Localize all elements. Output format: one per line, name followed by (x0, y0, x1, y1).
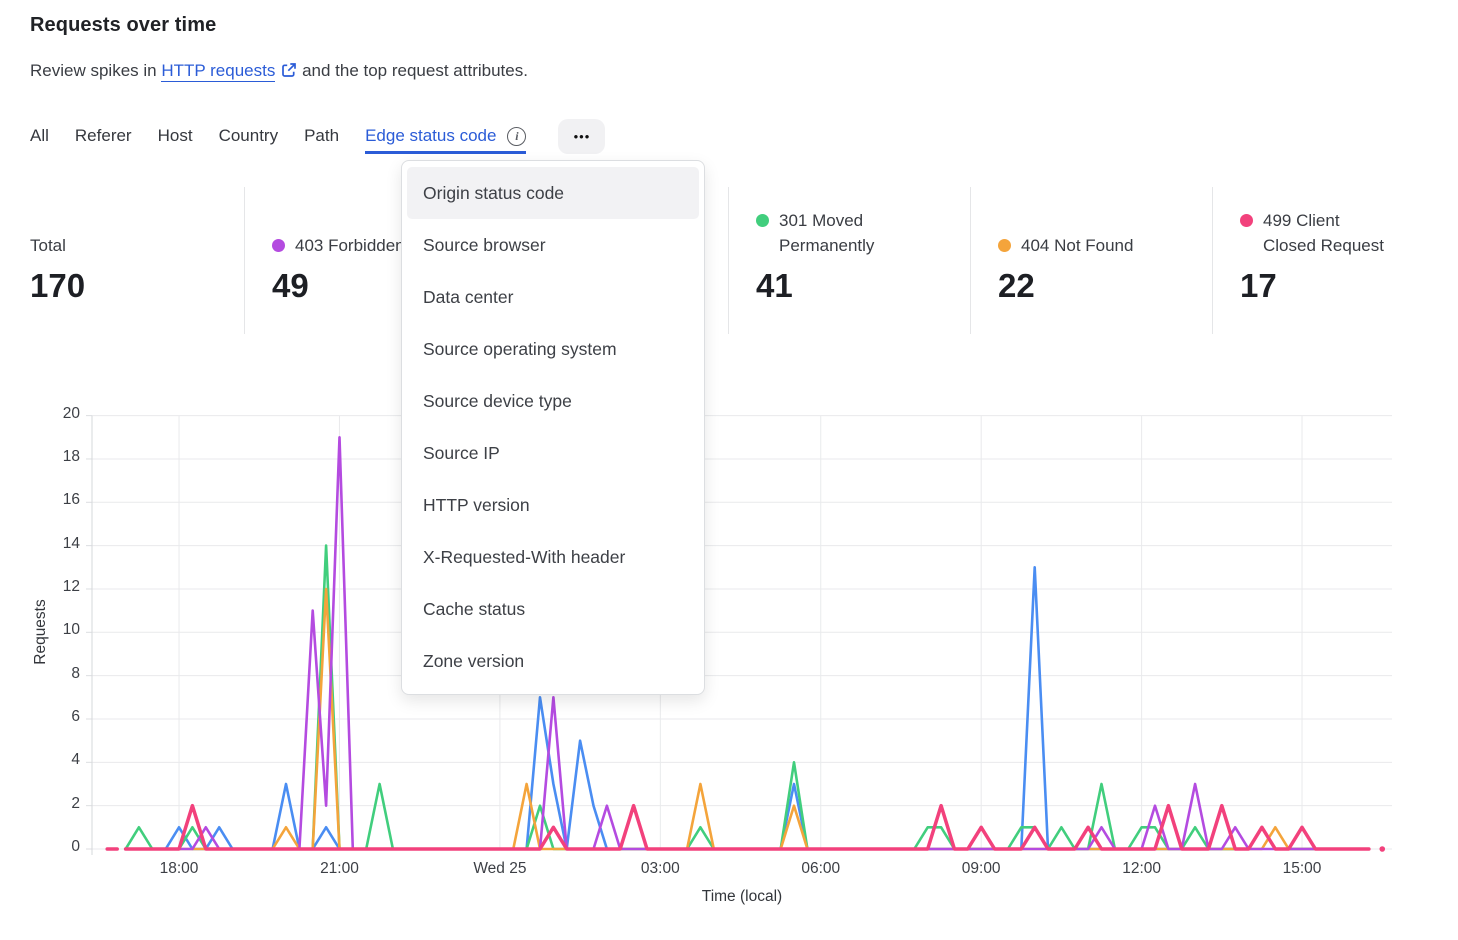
menu-item-zone-version[interactable]: Zone version (423, 650, 525, 671)
y-tick-label: 2 (71, 794, 80, 812)
menu-item-source-operating-system[interactable]: Source operating system (423, 338, 617, 359)
stat-499-client-closed-request[interactable]: 499 Client Closed Request 17 (1240, 195, 1388, 308)
tab-host[interactable]: Host (157, 126, 193, 145)
x-tick-label: 03:00 (640, 860, 680, 877)
y-tick-label: 18 (62, 447, 80, 465)
menu-item-source-device-type[interactable]: Source device type (423, 390, 572, 411)
menu-item-origin-status-code[interactable]: Origin status code (407, 167, 699, 219)
y-tick-label: 8 (71, 664, 80, 682)
stat-value: 49 (272, 267, 309, 304)
x-tick-label: 12:00 (1122, 860, 1161, 877)
stat-label: 403 Forbidden (295, 236, 405, 255)
stat-total: Total 170 (30, 195, 85, 308)
y-tick-label: 12 (62, 577, 80, 595)
legend-dot-499 (1240, 214, 1253, 227)
y-tick-label: 4 (71, 751, 80, 769)
legend-dot-301 (756, 214, 769, 227)
divider (728, 187, 729, 334)
y-tick-label: 10 (62, 621, 80, 639)
tab-path[interactable]: Path (304, 126, 340, 145)
subtitle-suffix: and the top request attributes. (297, 61, 528, 80)
menu-item-cache-status[interactable]: Cache status (423, 598, 526, 619)
menu-item-x-requested-with-header[interactable]: X-Requested-With header (423, 546, 626, 567)
requests-chart[interactable] (84, 415, 1392, 867)
y-tick-label: 0 (71, 838, 80, 855)
stat-label: 301 Moved Permanently (779, 211, 875, 255)
y-tick-label: 14 (62, 534, 80, 552)
divider (1212, 187, 1213, 334)
tab-country[interactable]: Country (218, 126, 279, 145)
x-tick-label: 18:00 (159, 860, 199, 877)
attribute-tabs: All Referer Host Country Path Edge statu… (30, 118, 606, 154)
stat-label: Total (30, 236, 66, 255)
subtitle-prefix: Review spikes in (30, 61, 162, 80)
menu-item-data-center[interactable]: Data center (423, 286, 514, 307)
legend-dot-403 (272, 239, 285, 252)
stat-value: 170 (30, 267, 86, 304)
x-tick-label: Wed 25 (473, 860, 527, 877)
menu-item-http-version[interactable]: HTTP version (423, 494, 530, 515)
tab-all[interactable]: All (30, 126, 49, 145)
stat-404-not-found[interactable]: 404 Not Found 22 (998, 195, 1133, 308)
http-requests-link[interactable]: HTTP requests (161, 61, 276, 82)
more-tabs-button[interactable]: ••• (558, 118, 606, 154)
page-title: Requests over time (30, 14, 217, 36)
divider (244, 187, 245, 334)
stat-301-moved-permanently[interactable]: 301 Moved Permanently 41 (756, 195, 904, 308)
menu-item-source-browser[interactable]: Source browser (423, 234, 546, 255)
x-tick-label: 15:00 (1282, 860, 1322, 877)
stat-value: 17 (1240, 267, 1277, 304)
attribute-dropdown-menu: Origin status code Source browser Data cen… (401, 160, 705, 695)
y-tick-label: 6 (71, 707, 80, 725)
ellipsis-icon: ••• (573, 128, 591, 144)
external-link-icon (281, 62, 297, 83)
tab-edge-status-code[interactable]: Edge status code i (365, 118, 527, 154)
page-subtitle: Review spikes in HTTP requests and the t… (30, 61, 528, 83)
y-tick-label: 20 (62, 404, 80, 422)
y-tick-label: 16 (62, 491, 80, 509)
stat-value: 22 (998, 267, 1035, 304)
stat-label: 499 Client Closed Request (1263, 211, 1384, 255)
x-axis-title: Time (local) (701, 888, 783, 905)
menu-item-source-ip[interactable]: Source IP (423, 442, 500, 463)
stat-label: 404 Not Found (1021, 236, 1134, 255)
x-tick-label: 06:00 (801, 860, 841, 877)
info-icon[interactable]: i (507, 126, 527, 146)
y-axis-title: Requests (32, 599, 49, 665)
x-tick-label: 09:00 (961, 860, 1001, 877)
legend-dot-404 (998, 239, 1011, 252)
tab-edge-status-code-label: Edge status code (365, 126, 497, 145)
divider (970, 187, 971, 334)
x-tick-label: 21:00 (320, 860, 359, 877)
stat-value: 41 (756, 267, 793, 304)
tab-referer[interactable]: Referer (74, 126, 132, 145)
stat-403-forbidden[interactable]: 403 Forbidden 49 (272, 195, 405, 308)
